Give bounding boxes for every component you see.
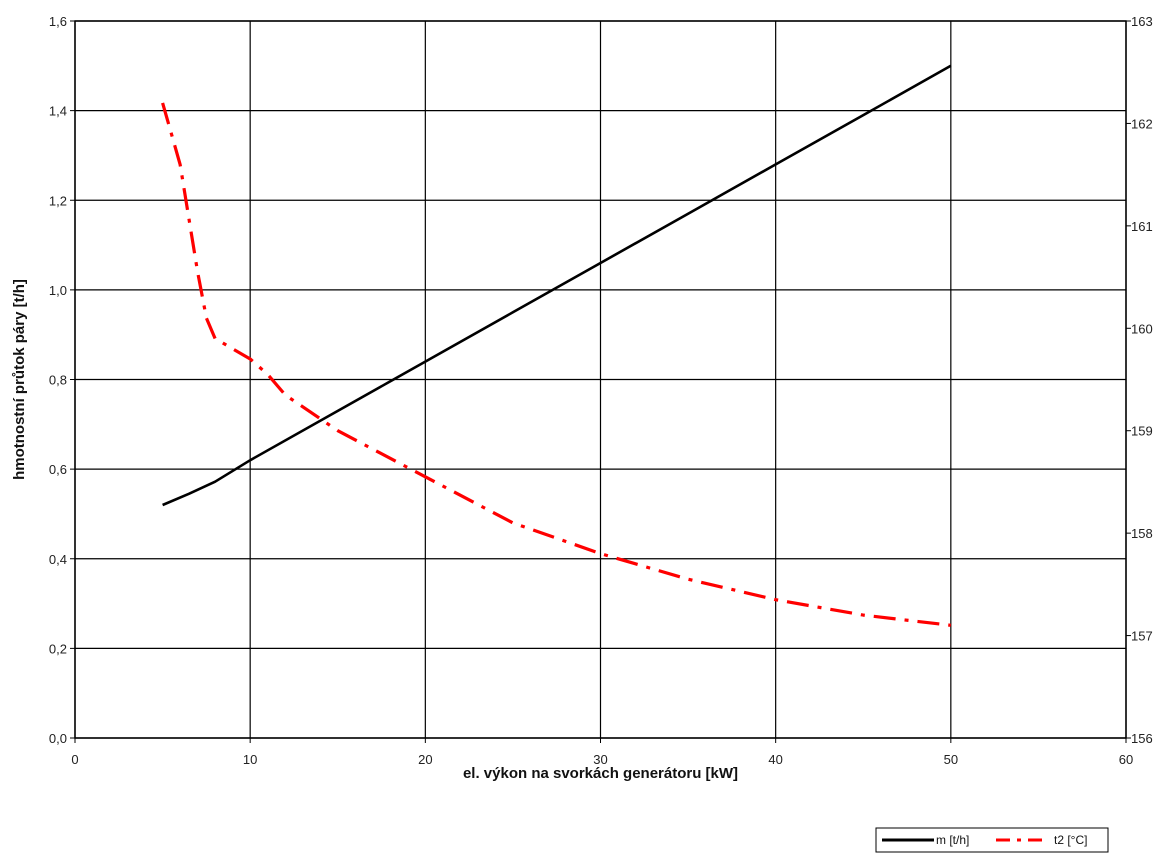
y2-tick-label: 156 xyxy=(1131,731,1153,746)
y-tick-label: 1,0 xyxy=(49,283,67,298)
legend-label-t2: t2 [°C] xyxy=(1054,833,1087,847)
x-tick-label: 10 xyxy=(243,752,257,767)
legend: m [t/h] t2 [°C] xyxy=(875,827,1109,853)
grid xyxy=(74,20,1127,739)
y2-tick-label: 158 xyxy=(1131,526,1153,541)
y-axis-title: hmotnostní průtok páry [t/h] xyxy=(11,279,28,480)
y2-tick-label: 159 xyxy=(1131,424,1153,439)
y-tick-label: 0,8 xyxy=(49,373,67,388)
y-tick-label: 0,6 xyxy=(49,462,67,477)
y-axis-ticks: 0,0 0,2 0,4 0,6 0,8 1,0 1,2 1,4 1,6 xyxy=(49,14,75,746)
x-tick-label: 0 xyxy=(71,752,78,767)
series-line-m xyxy=(162,64,952,507)
series-line-t2 xyxy=(161,102,951,627)
y2-tick-label: 160 xyxy=(1131,321,1153,336)
y-tick-label: 1,2 xyxy=(49,193,67,208)
y2-axis-ticks: 156 157 158 159 160 161 162 163 xyxy=(1126,14,1153,746)
y-tick-label: 0,2 xyxy=(49,641,67,656)
y2-tick-label: 161 xyxy=(1131,219,1153,234)
y-tick-label: 0,4 xyxy=(49,552,67,567)
x-axis-title: el. výkon na svorkách generátoru [kW] xyxy=(463,765,738,782)
y2-tick-label: 163 xyxy=(1131,14,1153,29)
series-group xyxy=(161,64,952,627)
y-tick-label: 0,0 xyxy=(49,731,67,746)
x-axis-ticks: 0 10 20 30 40 50 60 xyxy=(71,738,1133,767)
x-tick-label: 30 xyxy=(593,752,607,767)
x-tick-label: 60 xyxy=(1119,752,1133,767)
legend-label-m: m [t/h] xyxy=(936,833,969,847)
y2-tick-label: 162 xyxy=(1131,116,1153,131)
y-tick-label: 1,6 xyxy=(49,14,67,29)
x-tick-label: 50 xyxy=(944,752,958,767)
x-tick-label: 20 xyxy=(418,752,432,767)
y-tick-label: 1,4 xyxy=(49,104,67,119)
y2-tick-label: 157 xyxy=(1131,629,1153,644)
x-tick-label: 40 xyxy=(768,752,782,767)
